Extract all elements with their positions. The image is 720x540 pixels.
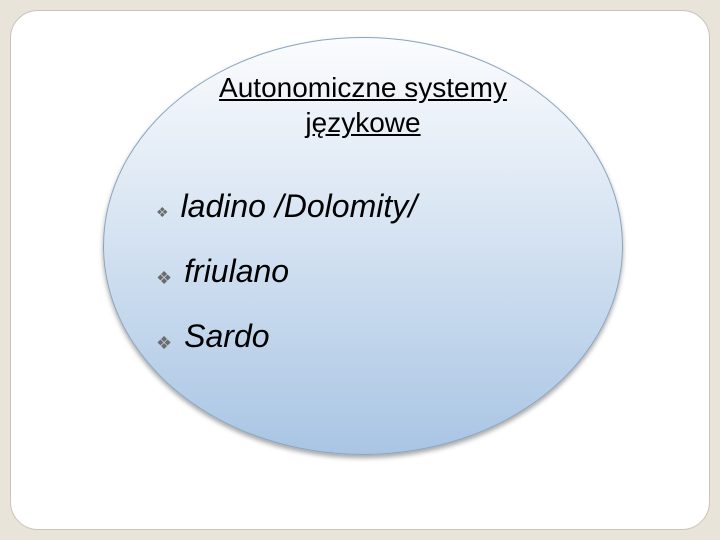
bullet-icon: ❖ xyxy=(156,269,172,287)
item-label: Sardo xyxy=(184,318,269,355)
list-item: ❖ Sardo xyxy=(156,318,576,355)
ellipse-container: Autonomiczne systemy językowe ❖ ladino /… xyxy=(103,37,623,455)
item-label: ladino /Dolomity/ xyxy=(181,188,418,225)
bullet-icon: ❖ xyxy=(156,205,169,219)
title-line-2: językowe xyxy=(305,107,420,138)
title-line-1: Autonomiczne systemy xyxy=(219,72,507,103)
bullet-icon: ❖ xyxy=(156,334,172,352)
bullet-list: ❖ ladino /Dolomity/ ❖ friulano ❖ Sardo xyxy=(156,188,576,383)
list-item: ❖ friulano xyxy=(156,253,576,290)
list-item: ❖ ladino /Dolomity/ xyxy=(156,188,576,225)
slide-title: Autonomiczne systemy językowe xyxy=(104,70,622,140)
content-ellipse: Autonomiczne systemy językowe ❖ ladino /… xyxy=(103,37,623,455)
slide-frame: Autonomiczne systemy językowe ❖ ladino /… xyxy=(10,10,710,530)
item-label: friulano xyxy=(184,253,289,290)
